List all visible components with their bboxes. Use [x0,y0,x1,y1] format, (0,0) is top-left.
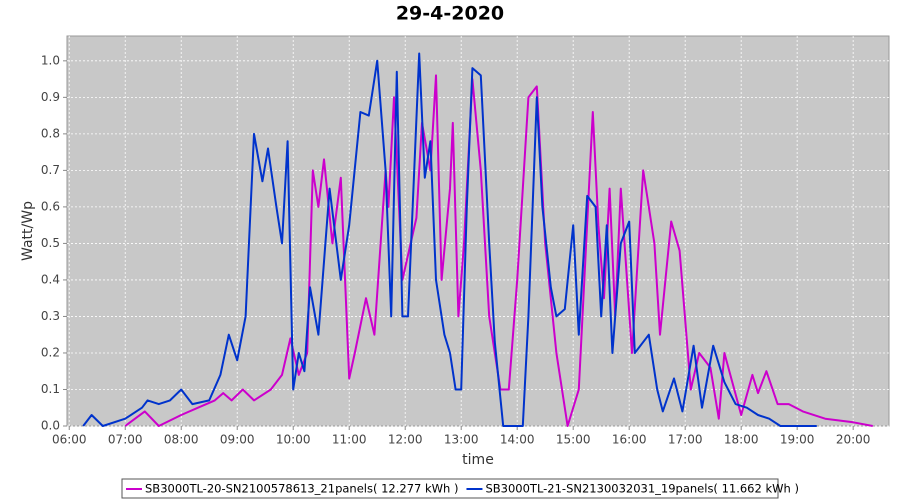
x-tick-label: 10:00 [276,433,311,447]
x-tick-label: 09:00 [220,433,255,447]
chart-title: 29-4-2020 [396,3,504,25]
legend-label: SB3000TL-20-SN2100578613_21panels( 12.27… [145,482,458,496]
legend-box [121,478,779,499]
x-tick-label: 14:00 [500,433,535,447]
series-line [82,52,817,427]
x-tick-label: 15:00 [556,433,591,447]
y-tick-label: 0.3 [41,309,60,323]
y-tick-label: 0.7 [41,163,60,177]
x-tick-label: 07:00 [108,433,143,447]
x-tick-label: 06:00 [52,433,87,447]
y-tick-label: 0.0 [41,419,60,433]
y-tick-label: 0.9 [41,90,60,104]
series-line [124,74,873,427]
y-tick-label: 0.8 [41,126,60,140]
x-tick-label: 11:00 [332,433,367,447]
y-tick-label: 0.2 [41,345,60,359]
y-tick-label: 0.1 [41,382,60,396]
x-tick-label: 13:00 [444,433,479,447]
x-tick-label: 20:00 [836,433,871,447]
x-tick-label: 16:00 [612,433,647,447]
x-tick-label: 12:00 [388,433,423,447]
legend-label: SB3000TL-21-SN2130032031_19panels( 11.66… [485,482,798,496]
y-tick-label: 0.6 [41,199,60,213]
plot-area [66,35,890,427]
y-tick-label: 0.5 [41,236,60,250]
x-tick-label: 19:00 [780,433,815,447]
y-tick-label: 1.0 [41,53,60,67]
x-tick-label: 17:00 [668,433,703,447]
x-axis-label: time [462,452,494,468]
y-axis-label: Watt/Wp [20,201,36,261]
x-tick-label: 08:00 [164,433,199,447]
x-tick-label: 18:00 [724,433,759,447]
y-tick-label: 0.4 [41,272,60,286]
